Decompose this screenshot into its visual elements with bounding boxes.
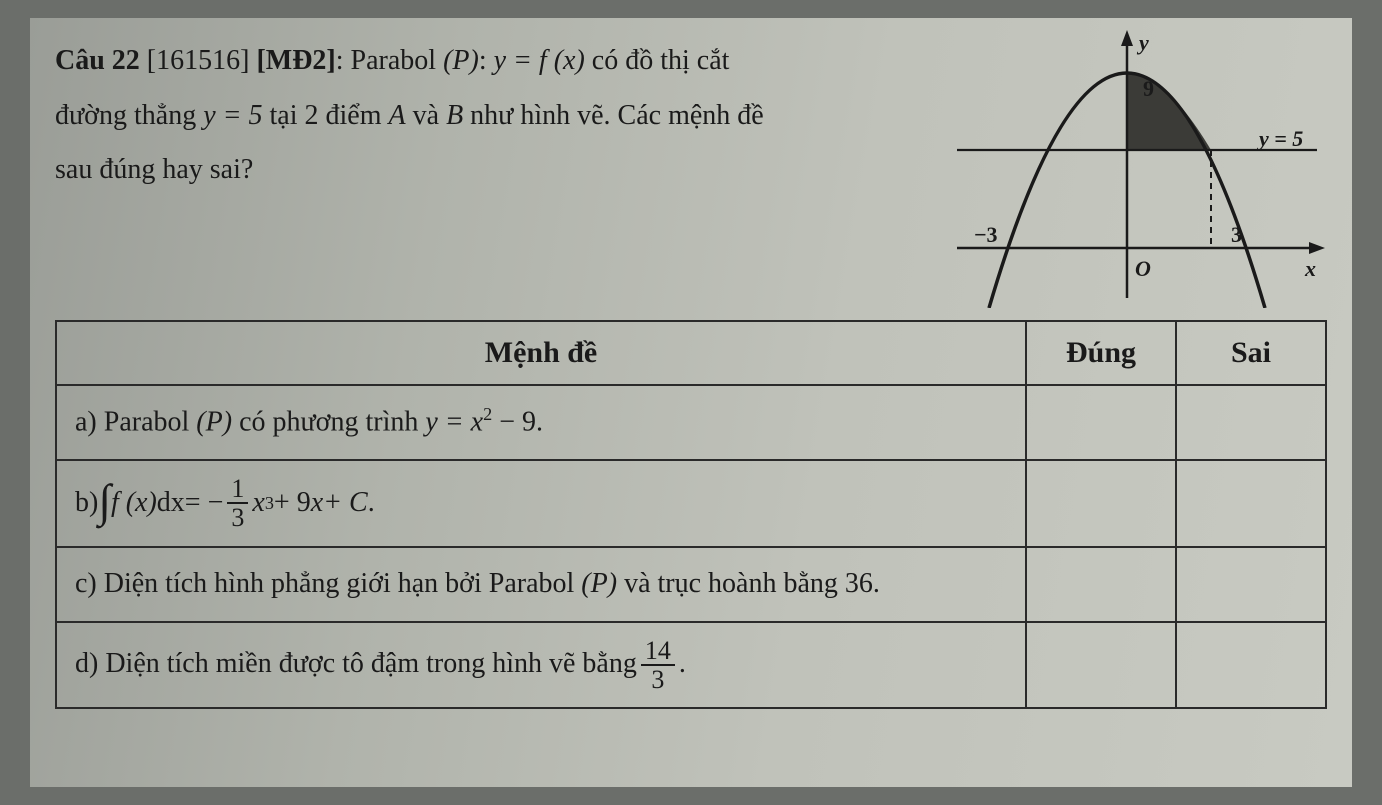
a-p: (P) (196, 406, 232, 437)
line3: sau đúng hay sai? (55, 154, 253, 185)
point-B: B (446, 100, 463, 131)
graph-svg: y x O 9 −3 3 y = 5 (947, 28, 1327, 308)
b-dx: dx (157, 481, 185, 526)
a-eq-lhs: y = x (425, 406, 483, 437)
a-eq-rhs: − 9 (492, 406, 536, 437)
col-statement: Mệnh đề (56, 321, 1026, 385)
b-dot: . (368, 481, 375, 526)
a-eq-exp: 2 (483, 404, 492, 424)
question-number: Câu 22 (55, 45, 140, 76)
question-code-2: [MĐ2] (256, 45, 335, 76)
and-text: và (406, 100, 446, 131)
stmt-d: d) Diện tích miền được tô đậm trong hình… (56, 622, 1026, 709)
line2c: như hình vẽ. Các mệnh đề (463, 100, 764, 131)
line2b: tại 2 điểm (263, 100, 389, 131)
lead-text: : Parabol (336, 45, 443, 76)
parabola-symbol: (P) (443, 45, 479, 76)
c-dung-cell[interactable] (1026, 547, 1176, 622)
b-fx: f (x) (111, 481, 157, 526)
a-dung-cell[interactable] (1026, 385, 1176, 460)
b-x: x (311, 481, 323, 526)
b-frac-den: 3 (227, 502, 248, 531)
b-sai-cell[interactable] (1176, 460, 1326, 547)
d-text1: d) Diện tích miền được tô đậm trong hình… (75, 642, 637, 687)
point-A: A (389, 100, 406, 131)
x-axis-label: x (1304, 256, 1316, 281)
c-text1: c) Diện tích hình phẳng giới hạn bởi Par… (75, 568, 581, 599)
d-frac-den: 3 (641, 664, 675, 693)
c-sai-cell[interactable] (1176, 547, 1326, 622)
b-frac-num: 1 (227, 475, 248, 502)
question-text: Câu 22 [161516] [MĐ2]: Parabol (P): y = … (55, 28, 947, 308)
eq-y5: y = 5 (203, 100, 262, 131)
b-x3: x (252, 481, 264, 526)
c-p: (P) (581, 568, 617, 599)
table-row: c) Diện tích hình phẳng giới hạn bởi Par… (56, 547, 1326, 622)
tail-line1: có đồ thị cắt (585, 45, 730, 76)
d-sai-cell[interactable] (1176, 622, 1326, 709)
stmt-c: c) Diện tích hình phẳng giới hạn bởi Par… (56, 547, 1026, 622)
d-frac: 14 3 (641, 637, 675, 694)
b-frac: 1 3 (227, 475, 248, 532)
line-y5-label: y = 5 (1256, 126, 1303, 151)
b-plus9: + 9 (274, 481, 311, 526)
a-prefix: a) Parabol (75, 406, 196, 437)
c-text2: và trục hoành bằng 36. (617, 568, 880, 599)
y-axis-arrow (1121, 30, 1133, 46)
col-dung: Đúng (1026, 321, 1176, 385)
a-dot: . (536, 406, 543, 437)
d-frac-num: 14 (641, 637, 675, 664)
b-prefix: b) (75, 481, 98, 526)
b-x3-exp: 3 (265, 489, 274, 518)
b-plusC: + C (323, 481, 368, 526)
d-dot: . (679, 642, 686, 687)
pos3-label: 3 (1231, 222, 1242, 247)
table-header-row: Mệnh đề Đúng Sai (56, 321, 1326, 385)
question-code-1: [161516] (147, 45, 250, 76)
page: { "question": { "label": "Câu 22", "code… (30, 18, 1352, 787)
colon: : (479, 45, 494, 76)
origin-label: O (1135, 256, 1151, 281)
x-axis-arrow (1309, 242, 1325, 254)
y-axis-label: y (1136, 30, 1149, 55)
stmt-a: a) Parabol (P) có phương trình y = x2 − … (56, 385, 1026, 460)
table-row: d) Diện tích miền được tô đậm trong hình… (56, 622, 1326, 709)
a-mid: có phương trình (232, 406, 425, 437)
line2a: đường thẳng (55, 100, 203, 131)
statements-table: Mệnh đề Đúng Sai a) Parabol (P) có phươn… (55, 320, 1327, 709)
a-sai-cell[interactable] (1176, 385, 1326, 460)
table-row: b) ∫ f (x)dx = − 1 3 x3 + 9x + C. (56, 460, 1326, 547)
peak-label-9: 9 (1143, 76, 1154, 101)
d-dung-cell[interactable] (1026, 622, 1176, 709)
question-header-row: Câu 22 [161516] [MĐ2]: Parabol (P): y = … (55, 28, 1327, 308)
col-sai: Sai (1176, 321, 1326, 385)
b-dung-cell[interactable] (1026, 460, 1176, 547)
integral-icon: ∫ (98, 483, 111, 520)
eq-y-fx: y = f (x) (494, 45, 585, 76)
stmt-b: b) ∫ f (x)dx = − 1 3 x3 + 9x + C. (56, 460, 1026, 547)
parabola-graph: y x O 9 −3 3 y = 5 (947, 28, 1327, 308)
b-eqs: = − (185, 481, 224, 526)
table-row: a) Parabol (P) có phương trình y = x2 − … (56, 385, 1326, 460)
neg3-label: −3 (974, 222, 998, 247)
